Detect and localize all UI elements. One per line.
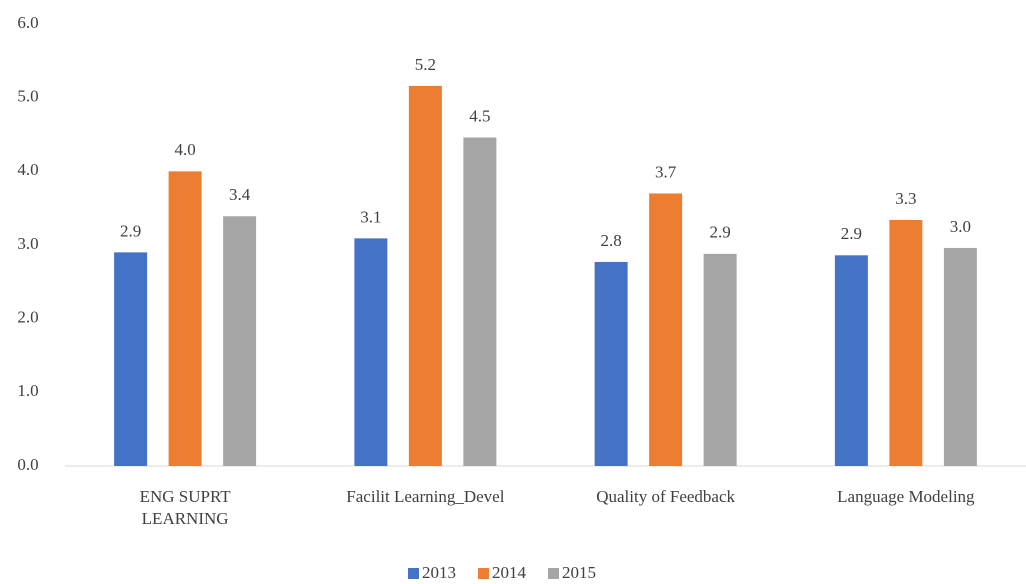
- legend-label: 2015: [562, 563, 596, 582]
- bar: [114, 252, 148, 466]
- data-label: 3.0: [950, 217, 971, 236]
- y-tick-label: 6.0: [17, 13, 38, 32]
- data-label: 3.3: [895, 189, 916, 208]
- x-tick-label: ENG SUPRT LEARNING: [139, 487, 231, 528]
- x-tick-label: Facilit Learning_Devel: [346, 487, 505, 506]
- y-tick-label: 2.0: [17, 308, 38, 327]
- y-tick-label: 0.0: [17, 455, 38, 474]
- bar: [408, 85, 442, 466]
- data-label: 4.5: [469, 106, 490, 125]
- bar: [168, 171, 202, 467]
- x-tick-label: Quality of Feedback: [596, 487, 736, 506]
- y-tick-label: 5.0: [17, 87, 38, 106]
- bar: [834, 255, 868, 466]
- bar: [354, 238, 388, 466]
- bar: [703, 253, 737, 466]
- y-tick-label: 1.0: [17, 381, 38, 400]
- bar: [594, 261, 628, 466]
- bar: [649, 193, 683, 466]
- bar: [223, 216, 257, 466]
- legend-label: 2014: [492, 563, 527, 582]
- data-label: 2.8: [601, 231, 622, 250]
- data-label: 5.2: [415, 55, 436, 74]
- y-tick-label: 4.0: [17, 160, 38, 179]
- x-tick-label: Language Modeling: [837, 487, 975, 506]
- bar: [943, 247, 977, 466]
- data-label: 4.0: [175, 140, 196, 159]
- legend-label: 2013: [422, 563, 456, 582]
- data-label: 3.1: [360, 207, 381, 226]
- legend-swatch: [548, 568, 559, 579]
- bar: [889, 219, 923, 466]
- data-label: 2.9: [120, 221, 141, 240]
- data-label: 2.9: [841, 224, 862, 243]
- data-label: 3.7: [655, 162, 677, 181]
- data-label: 3.4: [229, 185, 251, 204]
- legend-swatch: [478, 568, 489, 579]
- y-tick-label: 3.0: [17, 234, 38, 253]
- data-label: 2.9: [710, 223, 731, 242]
- bar: [463, 137, 497, 467]
- legend-swatch: [408, 568, 419, 579]
